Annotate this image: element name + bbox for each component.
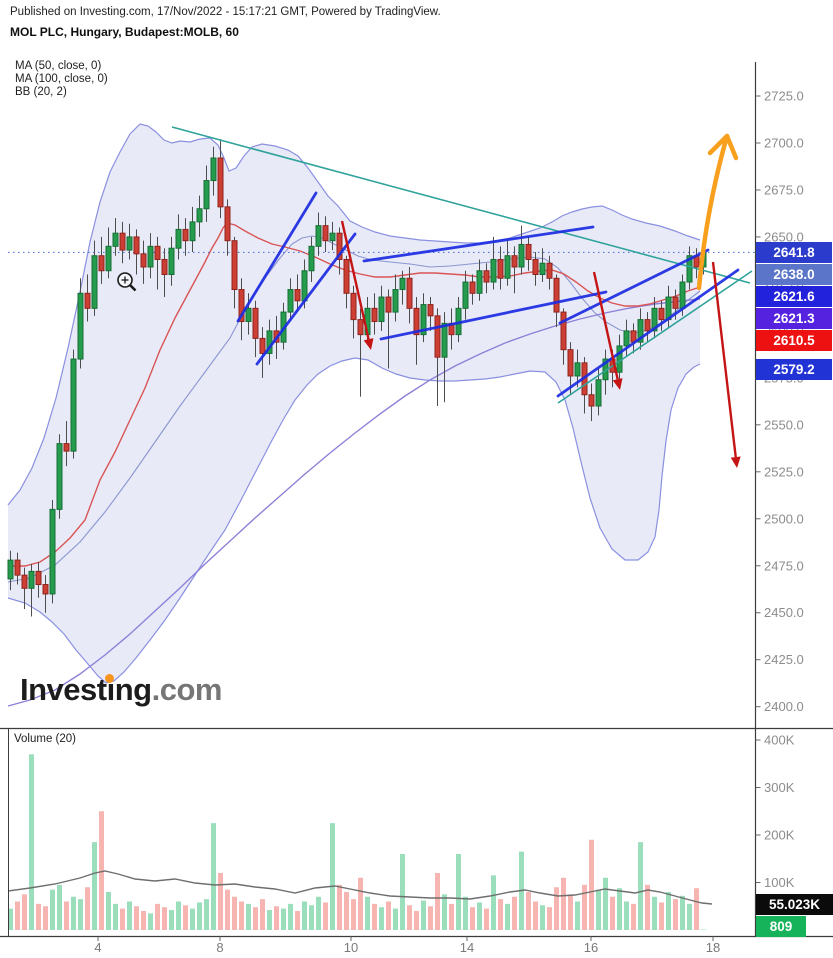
time-tick-label: 18 bbox=[706, 940, 720, 955]
volume-level-badge: 809 bbox=[756, 916, 806, 937]
price-tick-label: 2675.0 bbox=[764, 182, 804, 197]
volume-indicator-label: Volume (20) bbox=[14, 733, 77, 745]
price-tick-label: 2700.0 bbox=[764, 135, 804, 150]
time-tick-label: 16 bbox=[584, 940, 598, 955]
time-tick-label: 8 bbox=[216, 940, 223, 955]
logo-text-ng: ng bbox=[114, 672, 152, 707]
volume-bars[interactable] bbox=[8, 754, 706, 930]
time-tick-label: 14 bbox=[460, 940, 474, 955]
red-down-arrows bbox=[340, 220, 741, 468]
price-level-badge: 2579.2 bbox=[756, 359, 832, 380]
price-tick-label: 2650.0 bbox=[764, 229, 804, 244]
price-level-badge: 2621.3 bbox=[756, 308, 832, 329]
logo-text-com: .com bbox=[151, 672, 223, 707]
logo-letter-i: i bbox=[105, 672, 115, 707]
bb-basis-line bbox=[7, 235, 701, 583]
price-tick-label: 2725.0 bbox=[764, 89, 804, 104]
volume-axis[interactable]: 100K 200K 300K 400K bbox=[755, 733, 795, 891]
published-line: Published on Investing.com, 17/Nov/2022 … bbox=[10, 6, 441, 18]
price-tick-label: 2525.0 bbox=[764, 464, 804, 479]
orange-up-arrow bbox=[696, 133, 739, 291]
volume-tick-label: 300K bbox=[764, 780, 795, 795]
volume-tick-label: 200K bbox=[764, 828, 795, 843]
price-tick-label: 2500.0 bbox=[764, 511, 804, 526]
price-level-badge: 2638.0 bbox=[756, 264, 832, 285]
volume-ma-line bbox=[7, 870, 713, 905]
ma100-line bbox=[7, 298, 701, 707]
price-tick-label: 2400.0 bbox=[764, 699, 804, 714]
price-level-badge: 2610.5 bbox=[756, 330, 832, 351]
price-level-badge: 2621.6 bbox=[756, 286, 832, 307]
price-tick-label: 2550.0 bbox=[764, 417, 804, 432]
time-tick-label: 4 bbox=[94, 940, 101, 955]
indicator-ma50-label: MA (50, close, 0) bbox=[15, 60, 102, 72]
time-tick-label: 10 bbox=[344, 940, 358, 955]
volume-tick-label: 400K bbox=[764, 733, 795, 748]
price-axis[interactable]: 2400.0 2425.0 2450.0 2475.0 2500.0 2525.0 2550… bbox=[755, 89, 804, 715]
symbol-title: MOL PLC, Hungary, Budapest:MOLB, 60 bbox=[10, 25, 239, 39]
price-tick-label: 2450.0 bbox=[764, 605, 804, 620]
ma50-line bbox=[8, 222, 701, 567]
zoom-cursor-icon bbox=[117, 272, 137, 292]
panel-borders bbox=[0, 62, 833, 938]
logo-orange-dot-icon bbox=[105, 673, 115, 683]
indicator-legend: MA (50, close, 0) MA (100, close, 0) BB … bbox=[15, 60, 108, 99]
investing-logo: Investi ng.com bbox=[20, 672, 222, 708]
price-level-badge: 2641.8 bbox=[756, 242, 832, 263]
blue-trendlines bbox=[236, 191, 740, 398]
bollinger-band bbox=[7, 123, 701, 684]
price-tick-label: 2425.0 bbox=[764, 652, 804, 667]
volume-level-badge: 55.023K bbox=[756, 894, 833, 915]
indicator-bb-label: BB (20, 2) bbox=[15, 86, 67, 98]
logo-text-invest: Invest bbox=[20, 672, 107, 707]
volume-tick-label: 100K bbox=[764, 875, 795, 890]
time-axis[interactable]: 4 8 10 14 16 18 bbox=[94, 936, 720, 956]
indicator-ma100-label: MA (100, close, 0) bbox=[15, 73, 108, 85]
teal-trendlines bbox=[171, 126, 753, 404]
price-tick-label: 2475.0 bbox=[764, 558, 804, 573]
